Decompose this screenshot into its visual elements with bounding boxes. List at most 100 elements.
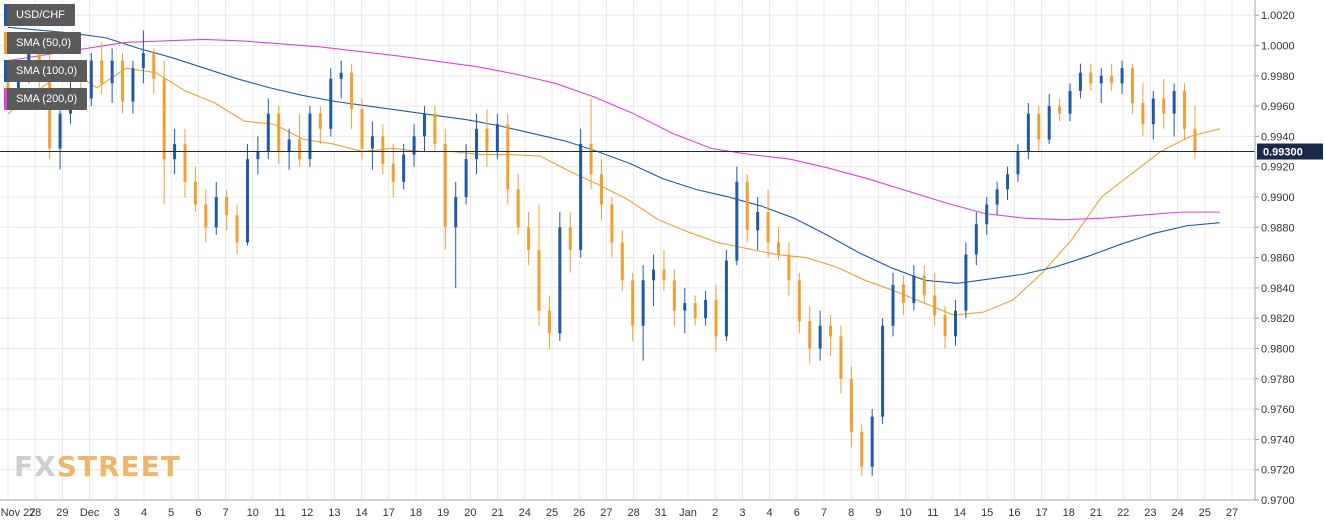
y-tick-label: 1.0000 bbox=[1261, 40, 1295, 52]
y-axis: 0.9700 0.9720 0.9740 0.9760 0.9780 0.9800 0.98… bbox=[1254, 0, 1295, 507]
candle-body bbox=[443, 143, 447, 228]
x-tick-label: 4 bbox=[141, 507, 147, 519]
candle-body bbox=[818, 325, 822, 349]
candle-body bbox=[839, 336, 843, 379]
x-tick-label: 31 bbox=[655, 507, 667, 519]
candle-body bbox=[964, 254, 968, 311]
legend-sma50[interactable]: SMA (50,0) bbox=[4, 32, 82, 54]
legend-sma100[interactable]: SMA (100,0) bbox=[4, 60, 88, 82]
x-tick-label: 29 bbox=[56, 507, 68, 519]
x-tick-label: 11 bbox=[927, 507, 938, 519]
candle-body bbox=[558, 227, 562, 334]
x-tick-label: 27 bbox=[600, 507, 612, 519]
candle-body bbox=[756, 212, 760, 231]
candle-body bbox=[527, 227, 531, 250]
candle-body bbox=[277, 113, 281, 152]
legend-sma100-label: SMA (100,0) bbox=[16, 65, 78, 77]
price-label: 0.99300 bbox=[1263, 147, 1303, 159]
candle-body bbox=[620, 242, 624, 281]
candle-body bbox=[537, 250, 541, 311]
y-tick-label: 0.9820 bbox=[1261, 313, 1295, 325]
candle-body bbox=[402, 154, 406, 182]
candle-body bbox=[506, 124, 510, 190]
candle-body bbox=[641, 280, 645, 326]
candle-body bbox=[412, 136, 416, 155]
y-tick-label: 0.9960 bbox=[1261, 101, 1295, 113]
y-tick-label: 0.9700 bbox=[1261, 495, 1295, 507]
y-tick-label: 0.9900 bbox=[1261, 192, 1295, 204]
x-tick-label: 10 bbox=[247, 507, 259, 519]
x-tick-label: 11 bbox=[274, 507, 285, 519]
candle-body bbox=[516, 189, 520, 228]
x-tick-label: Nov 27 bbox=[1, 507, 36, 519]
logo-fx: FX bbox=[14, 450, 57, 483]
legend-sma200[interactable]: SMA (200,0) bbox=[4, 88, 88, 110]
x-tick-label: 27 bbox=[1226, 507, 1238, 519]
candle-body bbox=[141, 53, 145, 69]
x-tick-label: Dec bbox=[80, 507, 100, 519]
y-tick-label: 0.9800 bbox=[1261, 343, 1295, 355]
y-tick-label: 0.9980 bbox=[1261, 71, 1295, 83]
candle-body bbox=[610, 204, 614, 243]
x-tick-label: 16 bbox=[1008, 507, 1020, 519]
x-tick-label: 21 bbox=[1090, 507, 1102, 519]
candle-body bbox=[901, 284, 905, 304]
candle-body bbox=[204, 204, 208, 228]
candle-body bbox=[1026, 113, 1030, 152]
x-tick-label: 14 bbox=[954, 507, 966, 519]
x-tick-label: 4 bbox=[767, 507, 773, 519]
candle-body bbox=[1058, 106, 1062, 114]
candle-body bbox=[152, 53, 156, 79]
logo-street: STREET bbox=[56, 450, 181, 483]
candle-body bbox=[193, 181, 197, 205]
price-label-bg bbox=[1257, 143, 1323, 160]
usdchf-swatch bbox=[4, 4, 7, 26]
x-tick-label: 9 bbox=[875, 507, 881, 519]
candle-body bbox=[1130, 68, 1134, 104]
x-tick-label: 25 bbox=[1199, 507, 1211, 519]
candle-body bbox=[350, 72, 354, 110]
candle-body bbox=[631, 280, 635, 326]
candle-body bbox=[110, 60, 114, 84]
x-tick-label: 13 bbox=[328, 507, 340, 519]
sma100-line bbox=[7, 26, 1220, 284]
sma200-swatch bbox=[4, 88, 7, 110]
y-tick-label: 0.9740 bbox=[1261, 434, 1295, 446]
candle-body bbox=[891, 284, 895, 326]
candle-body bbox=[912, 275, 916, 304]
y-tick-label: 0.9720 bbox=[1261, 465, 1295, 477]
candle-body bbox=[475, 128, 479, 160]
candle-body bbox=[1110, 75, 1114, 84]
candle-body bbox=[485, 128, 489, 152]
candle-body bbox=[849, 378, 853, 432]
candle-body bbox=[329, 78, 333, 129]
x-tick-label: 19 bbox=[437, 507, 449, 519]
candle-body bbox=[214, 196, 218, 228]
y-tick-label: 0.9780 bbox=[1261, 374, 1295, 386]
x-tick-label: 26 bbox=[573, 507, 585, 519]
x-tick-label: 2 bbox=[712, 507, 718, 519]
candle-body bbox=[1016, 151, 1020, 175]
x-tick-label: 28 bbox=[29, 507, 41, 519]
x-tick-label: 20 bbox=[464, 507, 476, 519]
candle-body bbox=[693, 303, 697, 319]
x-tick-label: 21 bbox=[491, 507, 503, 519]
candle-body bbox=[58, 113, 62, 149]
candle-body bbox=[454, 196, 458, 228]
x-tick-label: 5 bbox=[168, 507, 174, 519]
candle-body bbox=[599, 174, 603, 205]
candle-body bbox=[881, 325, 885, 417]
legend-usdchf[interactable]: USD/CHF bbox=[4, 4, 75, 26]
x-tick-label: 6 bbox=[195, 507, 201, 519]
candle-body bbox=[1141, 103, 1145, 125]
candle-body bbox=[662, 269, 666, 281]
candle-body bbox=[953, 310, 957, 337]
x-tick-label: 7 bbox=[821, 507, 827, 519]
candle-body bbox=[683, 303, 687, 311]
candle-body bbox=[1099, 75, 1103, 84]
candle-body bbox=[464, 159, 468, 197]
candle-body bbox=[943, 315, 947, 337]
candle-body bbox=[797, 280, 801, 322]
candle-body bbox=[308, 113, 312, 160]
